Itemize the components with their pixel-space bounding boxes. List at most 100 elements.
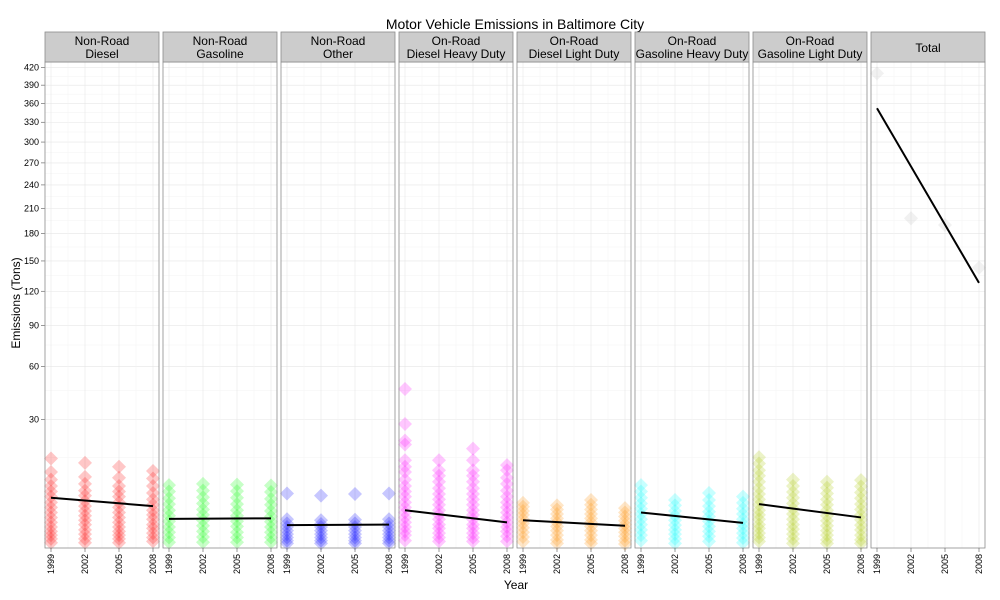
data-point	[230, 530, 244, 545]
data-point	[398, 459, 412, 474]
data-point	[264, 535, 278, 550]
data-point	[162, 535, 176, 550]
y-axis: 30 60 90 120 150 180 210 240 270 300 330 360 390 420	[24, 63, 45, 425]
x-tick-label: 2008	[620, 554, 630, 574]
data-point	[820, 532, 834, 547]
data-point	[112, 524, 126, 539]
data-point	[196, 535, 210, 550]
x-tick-label: 2005	[822, 554, 832, 574]
data-point	[584, 536, 598, 551]
data-point	[618, 529, 632, 544]
data-point	[736, 495, 750, 510]
data-point	[280, 527, 294, 542]
data-point	[618, 513, 632, 528]
data-point	[466, 497, 480, 512]
data-point	[78, 469, 92, 484]
x-tick-label: 2002	[80, 554, 90, 574]
data-point	[264, 520, 278, 535]
data-point	[702, 519, 716, 534]
data-point	[146, 512, 160, 527]
data-point	[786, 517, 800, 532]
strip-background	[162, 31, 278, 63]
data-point	[618, 509, 632, 524]
data-point	[736, 516, 750, 531]
data-point	[432, 534, 446, 549]
y-tick-label: 420	[24, 63, 39, 73]
data-point	[668, 536, 682, 551]
data-point	[854, 518, 868, 533]
data-point	[382, 527, 396, 542]
strip-background	[870, 31, 986, 63]
data-point	[314, 527, 328, 542]
x-tick-label: 2008	[974, 554, 984, 574]
data-point	[112, 505, 126, 520]
strip-label-line2: Diesel	[85, 47, 118, 61]
data-point	[584, 528, 598, 543]
data-point	[550, 523, 564, 538]
data-point	[516, 525, 530, 540]
data-point	[466, 463, 480, 478]
strip-label-line1: On-Road	[550, 34, 599, 48]
y-tick-label: 90	[29, 321, 39, 331]
data-point	[146, 471, 160, 486]
data-point	[398, 520, 412, 535]
data-point	[44, 515, 58, 530]
data-point	[78, 508, 92, 523]
strip-label-line1: Non-Road	[311, 34, 366, 48]
data-point	[44, 505, 58, 520]
data-point	[398, 533, 412, 548]
data-point	[112, 515, 126, 530]
data-point	[162, 525, 176, 540]
data-point	[752, 526, 766, 541]
data-point	[550, 498, 564, 513]
data-point	[618, 517, 632, 532]
data-point	[398, 433, 412, 448]
data-point	[618, 536, 632, 551]
data-point	[854, 485, 868, 500]
data-point	[634, 507, 648, 522]
data-point	[752, 481, 766, 496]
strip-label-line1: On-Road	[786, 34, 835, 48]
data-point	[516, 503, 530, 518]
data-point	[162, 478, 176, 493]
data-point	[820, 518, 834, 533]
data-point	[382, 486, 396, 501]
data-point	[432, 453, 446, 468]
data-point	[500, 458, 514, 473]
data-point	[786, 490, 800, 505]
x-axis-label: Year	[504, 578, 528, 592]
data-point	[230, 525, 244, 540]
data-point	[516, 507, 530, 522]
strip-label-line2: Gasoline	[196, 47, 244, 61]
data-point	[668, 503, 682, 518]
data-point	[500, 534, 514, 549]
data-point	[162, 497, 176, 512]
data-point	[550, 532, 564, 547]
data-point	[78, 503, 92, 518]
data-point	[112, 489, 126, 504]
strip-label-line2: Gasoline Heavy Duty	[636, 47, 749, 61]
data-point	[398, 484, 412, 499]
data-point	[196, 524, 210, 539]
data-point	[854, 473, 868, 488]
data-point	[584, 511, 598, 526]
data-point	[752, 521, 766, 536]
y-tick-label: 360	[24, 98, 39, 108]
x-tick-label: 1999	[46, 554, 56, 574]
data-point	[854, 502, 868, 517]
data-point	[146, 486, 160, 501]
data-point	[382, 512, 396, 527]
data-point	[668, 518, 682, 533]
strip-label-line2: Other	[323, 47, 353, 61]
data-point	[500, 495, 514, 510]
data-point	[752, 492, 766, 507]
data-point	[500, 476, 514, 491]
data-point	[146, 517, 160, 532]
strip-label: Total	[915, 41, 940, 55]
data-point	[280, 530, 294, 545]
data-point	[314, 488, 328, 503]
data-point	[820, 480, 834, 495]
